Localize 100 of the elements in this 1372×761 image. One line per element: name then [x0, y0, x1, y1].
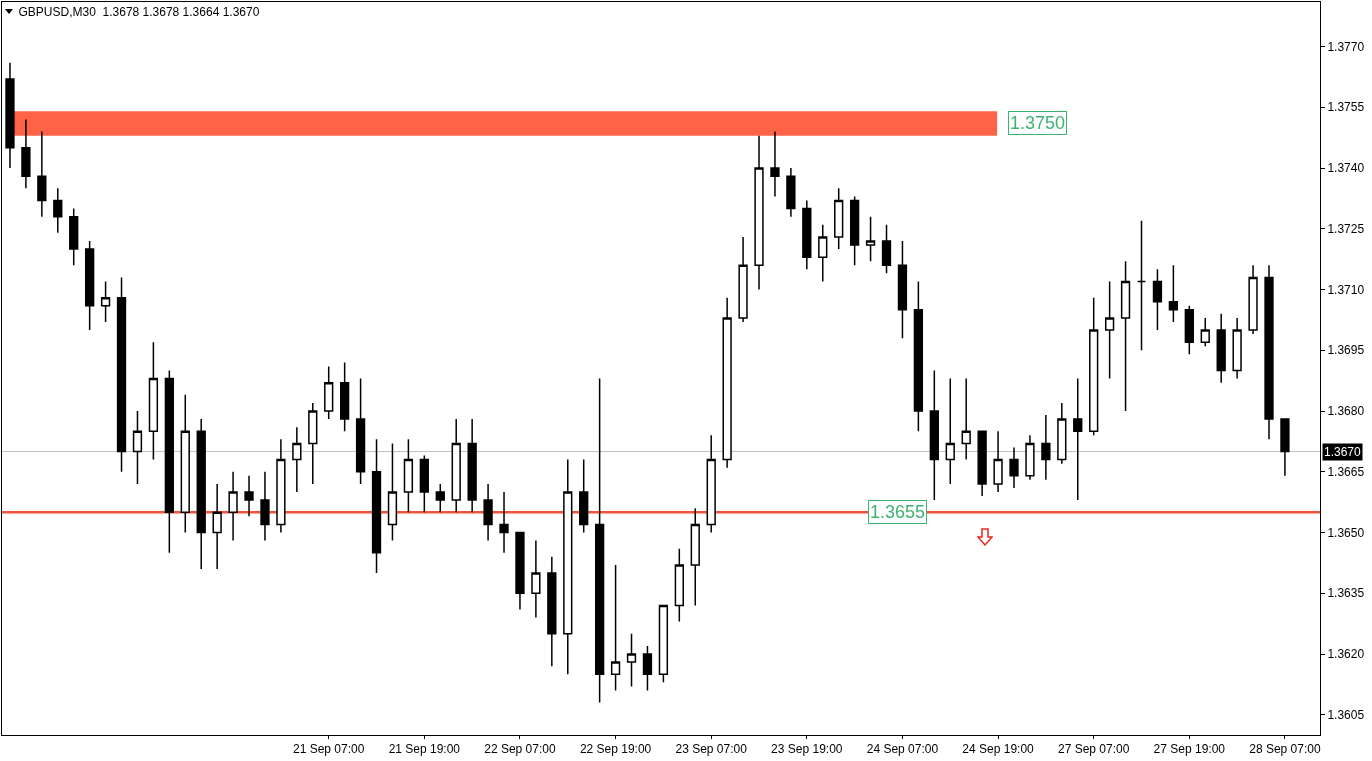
- candlestick: [1168, 264, 1179, 323]
- candlestick: [1120, 260, 1131, 412]
- candlestick: [1104, 280, 1115, 380]
- x-tick-label: 21 Sep 19:00: [388, 742, 461, 757]
- candlestick: [499, 491, 509, 554]
- candlestick: [467, 418, 477, 514]
- y-tick-label: 1.3740: [1327, 161, 1365, 176]
- candlestick: [786, 167, 796, 218]
- candlestick: [754, 134, 764, 291]
- candlestick: [483, 483, 493, 542]
- candlestick: [563, 458, 573, 675]
- candlestick: [945, 377, 955, 485]
- candlestick: [674, 547, 684, 623]
- candlestick: [1025, 434, 1035, 481]
- candlestick: [244, 475, 254, 518]
- y-tick-label: 1.3605: [1327, 707, 1365, 722]
- x-tick-label: 28 Sep 07:00: [1249, 742, 1321, 757]
- candlestick: [770, 130, 780, 198]
- candlestick: [1152, 268, 1163, 331]
- candlestick: [1248, 264, 1258, 335]
- y-tick-label: 1.3635: [1327, 586, 1365, 601]
- x-tick-label: 23 Sep 07:00: [675, 742, 748, 757]
- y-tick-label: 1.3620: [1327, 647, 1365, 662]
- y-tick-label: 1.3695: [1327, 343, 1365, 358]
- candlestick: [594, 377, 605, 704]
- candlestick: [148, 341, 159, 461]
- candlestick: [69, 207, 79, 266]
- candlestick: [419, 454, 429, 514]
- candlestick: [292, 426, 302, 493]
- candlestick: [276, 438, 286, 534]
- candlestick: [308, 402, 318, 485]
- candlestick: [881, 223, 892, 275]
- x-tick-label: 24 Sep 19:00: [962, 742, 1035, 757]
- candlestick: [1041, 414, 1051, 481]
- candlestick: [260, 471, 270, 542]
- candlestick: [339, 361, 350, 433]
- candlestick: [387, 442, 398, 542]
- candlestick: [658, 604, 669, 684]
- x-tick-label: 22 Sep 07:00: [484, 742, 556, 757]
- candlestick: [116, 276, 127, 473]
- candlestick: [515, 531, 525, 611]
- candlestick: [132, 410, 143, 485]
- candlestick: [977, 430, 987, 497]
- candlestick: [1200, 317, 1210, 347]
- chart-title: GBPUSD,M30 1.3678 1.3678 1.3664 1.3670: [18, 5, 260, 20]
- candlestick: [435, 483, 445, 514]
- y-tick-label: 1.3770: [1327, 39, 1365, 54]
- candlestick: [228, 471, 238, 542]
- x-tick-label: 23 Sep 19:00: [771, 742, 843, 757]
- candlestick: [913, 280, 924, 433]
- candlestick: [37, 130, 47, 218]
- candlestick: [579, 458, 589, 534]
- candlestick: [196, 418, 206, 570]
- candlestick: [1184, 304, 1194, 356]
- candlestick: [53, 187, 63, 234]
- ref-line-label: 1.3670: [1324, 445, 1362, 459]
- candlestick: [849, 195, 860, 266]
- x-tick-label: 21 Sep 07:00: [293, 742, 365, 757]
- candlestick: [403, 438, 414, 514]
- candlestick: [706, 434, 716, 534]
- y-tick-label: 1.3755: [1327, 100, 1365, 115]
- candlestick: [738, 236, 748, 323]
- candlestick: [993, 430, 1003, 493]
- x-tick-label: 27 Sep 07:00: [1057, 742, 1130, 757]
- candlestick: [626, 633, 637, 688]
- candlestick: [100, 280, 111, 323]
- candlestick: [1089, 296, 1099, 437]
- candlestick: [690, 507, 700, 607]
- candlestick: [1009, 446, 1019, 489]
- candlestick: [897, 240, 908, 339]
- candlestick: [85, 240, 95, 331]
- candlestick: [21, 118, 31, 190]
- candlestick: [1216, 313, 1226, 384]
- candlestick: [1280, 418, 1290, 477]
- candlestick: [1057, 402, 1067, 465]
- candlestick: [610, 564, 621, 692]
- annotation: 1.3655: [870, 502, 926, 522]
- candlestick: [180, 394, 190, 534]
- band-label: 1.3750: [1010, 113, 1066, 133]
- candlestick: [818, 223, 828, 283]
- candlestick: [722, 296, 732, 469]
- candlestick: [5, 62, 15, 169]
- y-tick-label: 1.3710: [1327, 282, 1365, 297]
- candlestick: [451, 418, 461, 514]
- candlestick: [1264, 264, 1274, 441]
- candlestick: [865, 215, 876, 262]
- x-tick-label: 27 Sep 19:00: [1153, 742, 1226, 757]
- candlestick: [355, 377, 366, 485]
- candlestick: [961, 377, 971, 461]
- candlestick: [642, 645, 653, 692]
- candlestick: [531, 539, 541, 619]
- candlestick: [212, 483, 222, 570]
- candlestick: [371, 438, 382, 574]
- x-tick-label: 24 Sep 07:00: [866, 742, 939, 757]
- x-tick-label: 22 Sep 19:00: [579, 742, 652, 757]
- y-tick-label: 1.3725: [1327, 221, 1365, 236]
- y-tick-label: 1.3680: [1327, 404, 1365, 419]
- candlestick: [1136, 219, 1147, 352]
- candlestick: [547, 556, 557, 667]
- y-tick-label: 1.3665: [1327, 464, 1365, 479]
